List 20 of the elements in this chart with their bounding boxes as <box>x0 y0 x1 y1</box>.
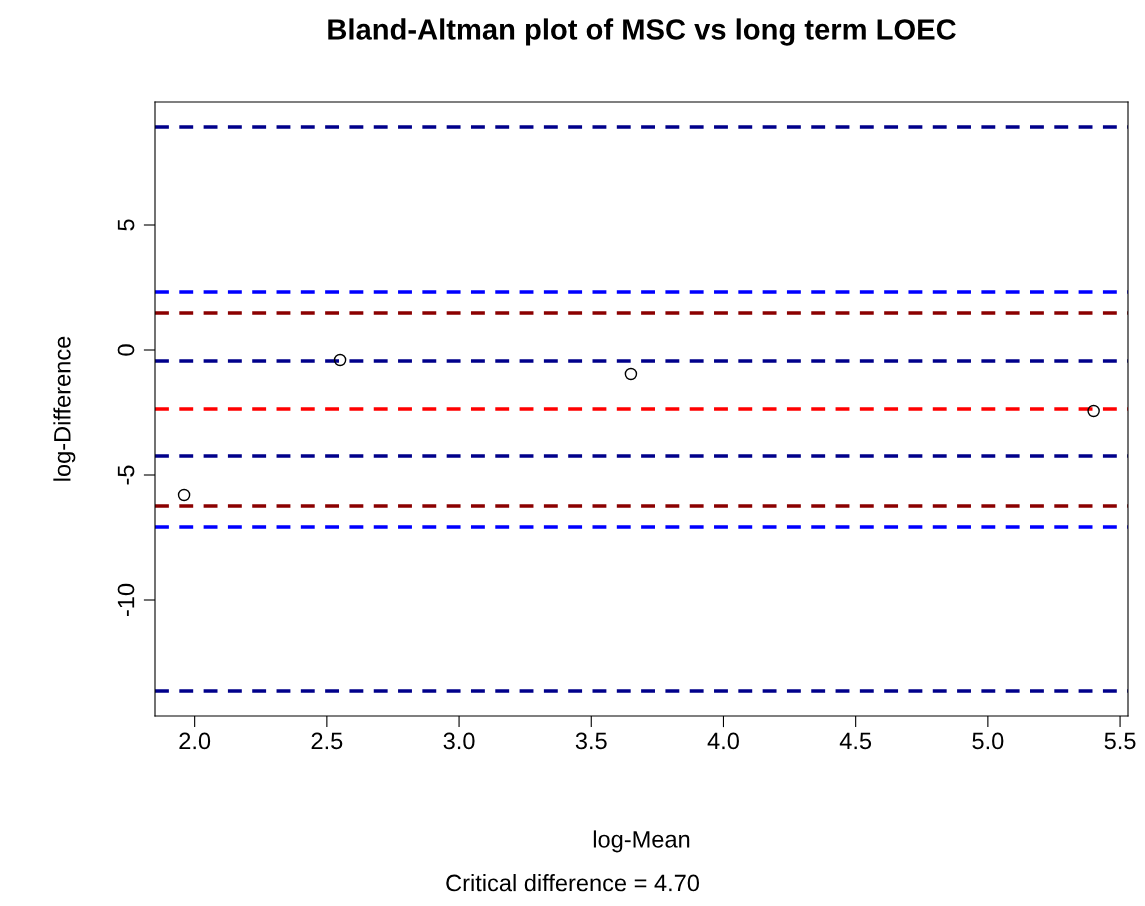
y-tick-label: -5 <box>117 465 135 485</box>
point <box>1087 404 1100 418</box>
chart-title: Bland-Altman plot of MSC vs long term LOEC <box>328 18 956 46</box>
x-tick-label: 5.5 <box>1104 732 1136 750</box>
x-tick-label: 4.0 <box>707 732 739 750</box>
x-tick-label: 5.0 <box>972 732 1004 750</box>
y-tick-label: 0 <box>117 344 135 356</box>
point <box>177 488 191 502</box>
x-tick-label: 3.5 <box>575 732 607 750</box>
y-axis-title: log-Difference <box>53 336 76 481</box>
y-tick-label: -10 <box>117 583 135 617</box>
point <box>624 367 638 381</box>
y-tick-label: 5 <box>117 219 135 231</box>
x-tick-label: 2.5 <box>311 732 343 750</box>
x-tick-label: 4.5 <box>839 732 872 750</box>
x-tick-label: 2.0 <box>179 732 211 750</box>
point <box>333 353 347 367</box>
x-axis-title: log-Mean <box>593 830 690 853</box>
text: Critical difference = 4.70 <box>446 873 700 892</box>
x-tick-label: 3.0 <box>443 732 475 750</box>
